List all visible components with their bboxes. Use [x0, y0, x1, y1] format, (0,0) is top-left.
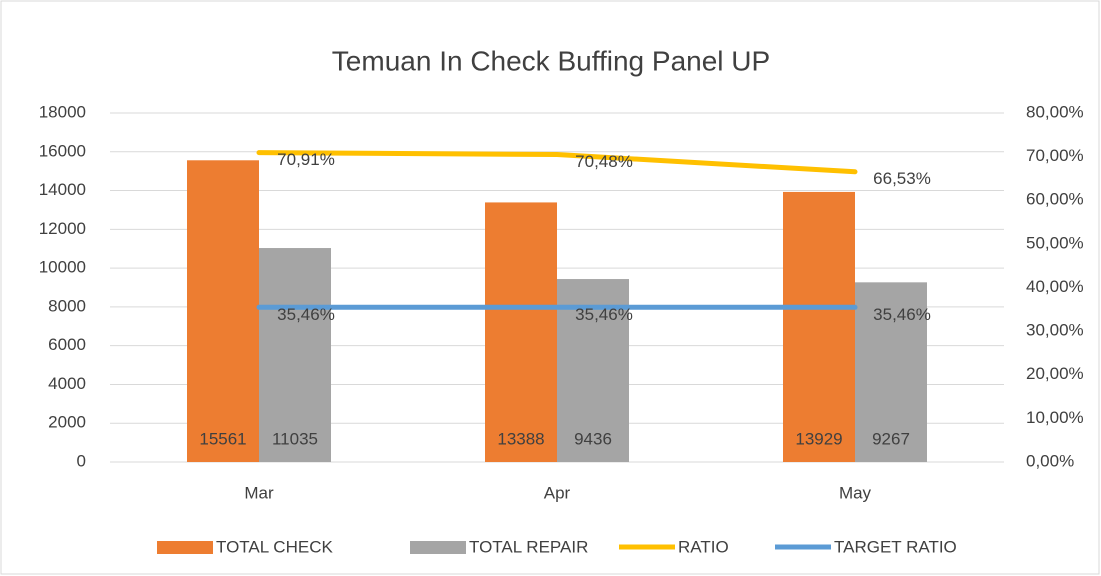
bar	[783, 191, 855, 462]
line-label: 70,91%	[277, 150, 335, 169]
legend-swatch	[157, 541, 213, 554]
y2-tick-label: 40,00%	[1026, 277, 1084, 296]
line-label: 66,53%	[873, 169, 931, 188]
y2-tick-label: 60,00%	[1026, 190, 1084, 209]
y-tick-label: 6000	[48, 335, 86, 354]
bar-label: 13388	[497, 429, 544, 448]
bar	[259, 248, 331, 462]
bar-label: 9436	[574, 429, 612, 448]
y-tick-label: 14000	[39, 180, 86, 199]
y-tick-label: 0	[77, 451, 86, 470]
chart-title: Temuan In Check Buffing Panel UP	[332, 45, 770, 76]
y-tick-label: 16000	[39, 141, 86, 160]
legend-label: TOTAL REPAIR	[469, 537, 588, 556]
bar	[485, 202, 557, 462]
y2-tick-label: 30,00%	[1026, 321, 1084, 340]
line	[256, 150, 858, 175]
y-tick-label: 8000	[48, 296, 86, 315]
line-label: 35,46%	[873, 305, 931, 324]
legend-label: TOTAL CHECK	[216, 537, 333, 556]
y2-tick-label: 70,00%	[1026, 146, 1084, 165]
y2-tick-label: 20,00%	[1026, 364, 1084, 383]
bar-label: 11035	[272, 429, 318, 448]
y2-tick-label: 80,00%	[1026, 102, 1084, 121]
bar-label: 15561	[199, 429, 246, 448]
y-tick-label: 4000	[48, 374, 86, 393]
bar-label: 13929	[795, 429, 842, 448]
y-tick-label: 18000	[39, 102, 86, 121]
x-tick-label: Mar	[244, 483, 274, 502]
bar	[855, 282, 927, 462]
y-tick-label: 12000	[39, 219, 86, 238]
line-label: 35,46%	[277, 305, 335, 324]
x-tick-label: Apr	[544, 483, 571, 502]
line-label: 35,46%	[575, 305, 633, 324]
legend-swatch	[410, 541, 466, 554]
bar	[187, 160, 259, 463]
y2-tick-label: 50,00%	[1026, 233, 1084, 252]
y-tick-label: 10000	[39, 258, 86, 277]
legend-label: TARGET RATIO	[834, 537, 957, 556]
bar-label: 9267	[872, 429, 910, 448]
y-tick-label: 2000	[48, 413, 86, 432]
legend-label: RATIO	[678, 537, 729, 556]
x-tick-label: May	[839, 483, 872, 502]
line-label: 70,48%	[575, 152, 633, 171]
y2-tick-label: 0,00%	[1026, 451, 1074, 470]
y2-tick-label: 10,00%	[1026, 408, 1084, 427]
